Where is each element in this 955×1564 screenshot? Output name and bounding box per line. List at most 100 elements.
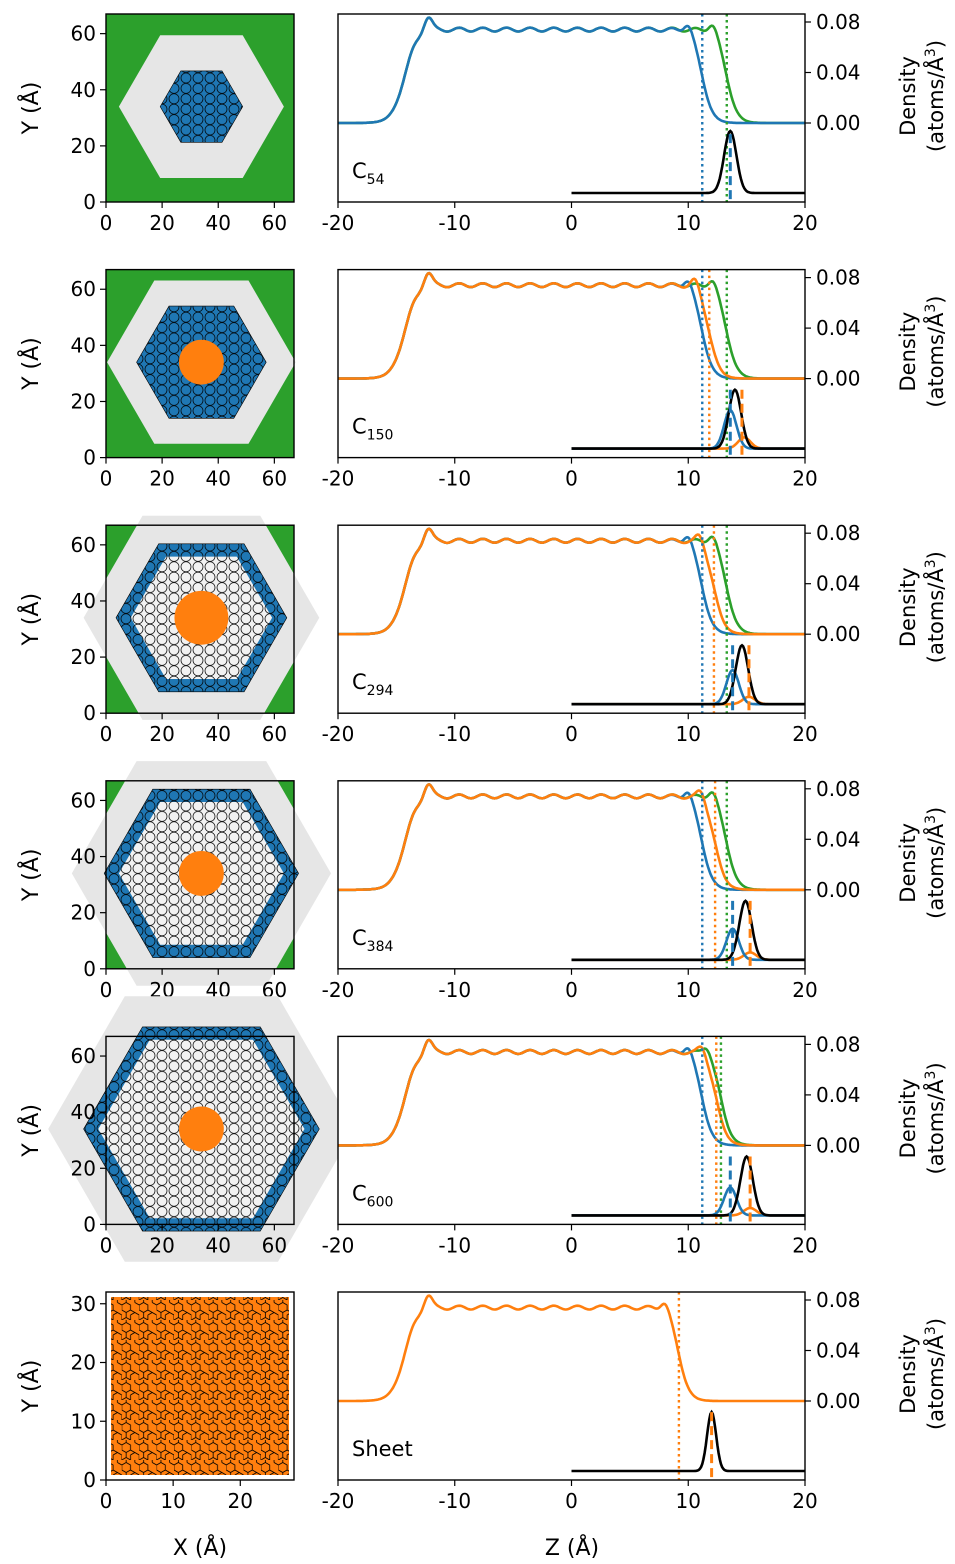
profile-xtick-label: -10	[438, 1489, 471, 1513]
map-frame	[105, 1291, 295, 1481]
density-axis-units: (atoms/Å3)	[922, 40, 948, 152]
map-ytick-label: 60	[71, 1044, 96, 1068]
map-ytick-label: 60	[71, 22, 96, 46]
map-ytick-label: 20	[71, 645, 96, 669]
density-ytick-label: 0.04	[816, 316, 861, 340]
profile-x-axis-label: Z (Å)	[545, 1534, 599, 1561]
map-xtick-label: 40	[206, 467, 231, 491]
map-xtick-label: 20	[228, 1489, 253, 1513]
map-ytick-label: 40	[71, 78, 96, 102]
map-xtick-label: 10	[160, 1489, 185, 1513]
map-ytick-label: 20	[71, 901, 96, 925]
map-xtick-label: 0	[100, 722, 113, 746]
map-xtick-label: 40	[206, 211, 231, 235]
map-ytick-label: 20	[71, 389, 96, 413]
map-y-axis-label: Y (Å)	[17, 337, 44, 391]
orange-density-line	[338, 271, 805, 380]
map-ytick-label: 30	[71, 1292, 96, 1316]
map-ytick-label: 0	[83, 1468, 96, 1492]
map-ytick-label: 40	[71, 1100, 96, 1124]
density-ytick-label: 0.04	[816, 61, 861, 85]
density-ytick-label: 0.04	[816, 1339, 861, 1363]
map-xtick-label: 20	[149, 211, 174, 235]
map-y-axis-label: Y (Å)	[17, 1104, 44, 1158]
map-frame	[105, 524, 295, 714]
density-axis-units: (atoms/Å3)	[922, 296, 948, 408]
profile-xtick-label: 0	[565, 467, 578, 491]
profile-xtick-label: 10	[676, 722, 701, 746]
map-xtick-label: 60	[262, 211, 287, 235]
map-y-axis-label: Y (Å)	[17, 593, 44, 647]
density-ytick-label: 0.00	[816, 622, 861, 646]
density-ytick-label: 0.08	[816, 10, 861, 34]
profile-xtick-label: -10	[438, 1233, 471, 1257]
map-panel: 0 20 40 60 0 20 40 60 Y (Å)	[17, 268, 296, 491]
core-atoms	[178, 1106, 224, 1152]
panel-row-Sheet: 0 10 20 0 10 20 30 Y (Å) Sheet -20 -10 0 10 20 0.00 0.0…	[17, 1288, 948, 1513]
core-atoms	[174, 590, 229, 645]
density-ytick-label: 0.00	[816, 878, 861, 902]
profile-xtick-label: 20	[792, 1233, 817, 1257]
map-ytick-label: 40	[71, 333, 96, 357]
density-ytick-label: 0.08	[816, 1032, 861, 1056]
density-axis-units: (atoms/Å3)	[922, 1318, 948, 1430]
black-peak	[571, 387, 805, 450]
map-xtick-label: 60	[262, 1233, 287, 1257]
map-panel: 0 20 40 60 0 20 40 60 Y (Å)	[17, 515, 320, 746]
map-ytick-label: 0	[83, 446, 96, 470]
core-atoms	[178, 850, 224, 896]
profile-xtick-label: 20	[792, 211, 817, 235]
density-axis-label: Density	[896, 1078, 920, 1158]
profile-xtick-label: 0	[565, 722, 578, 746]
density-ytick-label: 0.04	[816, 1083, 861, 1107]
map-xtick-label: 60	[262, 467, 287, 491]
map-xtick-label: 20	[149, 1233, 174, 1257]
map-xtick-label: 60	[262, 722, 287, 746]
map-xtick-label: 20	[149, 467, 174, 491]
black-peak	[571, 1154, 805, 1217]
sheet-lattice	[111, 1297, 289, 1475]
profile-xtick-label: -20	[322, 978, 355, 1002]
density-axis-units: (atoms/Å3)	[922, 551, 948, 663]
map-frame	[105, 13, 295, 203]
density-ytick-label: 0.08	[816, 1288, 861, 1312]
orange-density-line	[338, 1294, 805, 1403]
map-ytick-label: 40	[71, 589, 96, 613]
profile-xtick-label: 0	[565, 978, 578, 1002]
profile-xtick-label: 0	[565, 211, 578, 235]
profile-xtick-label: 10	[676, 467, 701, 491]
map-ytick-label: 20	[71, 1156, 96, 1180]
black-peak	[571, 129, 805, 195]
map-ytick-label: 0	[83, 190, 96, 214]
density-ytick-label: 0.00	[816, 111, 861, 135]
profile-xtick-label: 20	[792, 467, 817, 491]
map-xtick-label: 40	[206, 722, 231, 746]
profile-xtick-label: 20	[792, 978, 817, 1002]
map-frame	[105, 780, 295, 970]
profile-xtick-label: 0	[565, 1489, 578, 1513]
profile-xtick-label: 20	[792, 722, 817, 746]
map-xtick-label: 20	[149, 722, 174, 746]
profile-panel: Sheet -20 -10 0 10 20 0.00 0.04 0.08 Density (atom…	[322, 1288, 948, 1513]
density-ytick-label: 0.08	[816, 777, 861, 801]
density-ytick-label: 0.00	[816, 1389, 861, 1413]
profile-xtick-label: -10	[438, 467, 471, 491]
map-ytick-label: 40	[71, 845, 96, 869]
profile-xtick-label: 10	[676, 978, 701, 1002]
density-ytick-label: 0.00	[816, 1133, 861, 1157]
map-ytick-label: 60	[71, 277, 96, 301]
map-y-axis-label: Y (Å)	[17, 82, 44, 136]
density-ytick-label: 0.08	[816, 266, 861, 290]
map-frame	[105, 1035, 295, 1226]
map-xtick-label: 0	[100, 978, 113, 1002]
density-ytick-label: 0.04	[816, 572, 861, 596]
profile-xtick-label: -20	[322, 722, 355, 746]
black-peak	[571, 1409, 805, 1473]
